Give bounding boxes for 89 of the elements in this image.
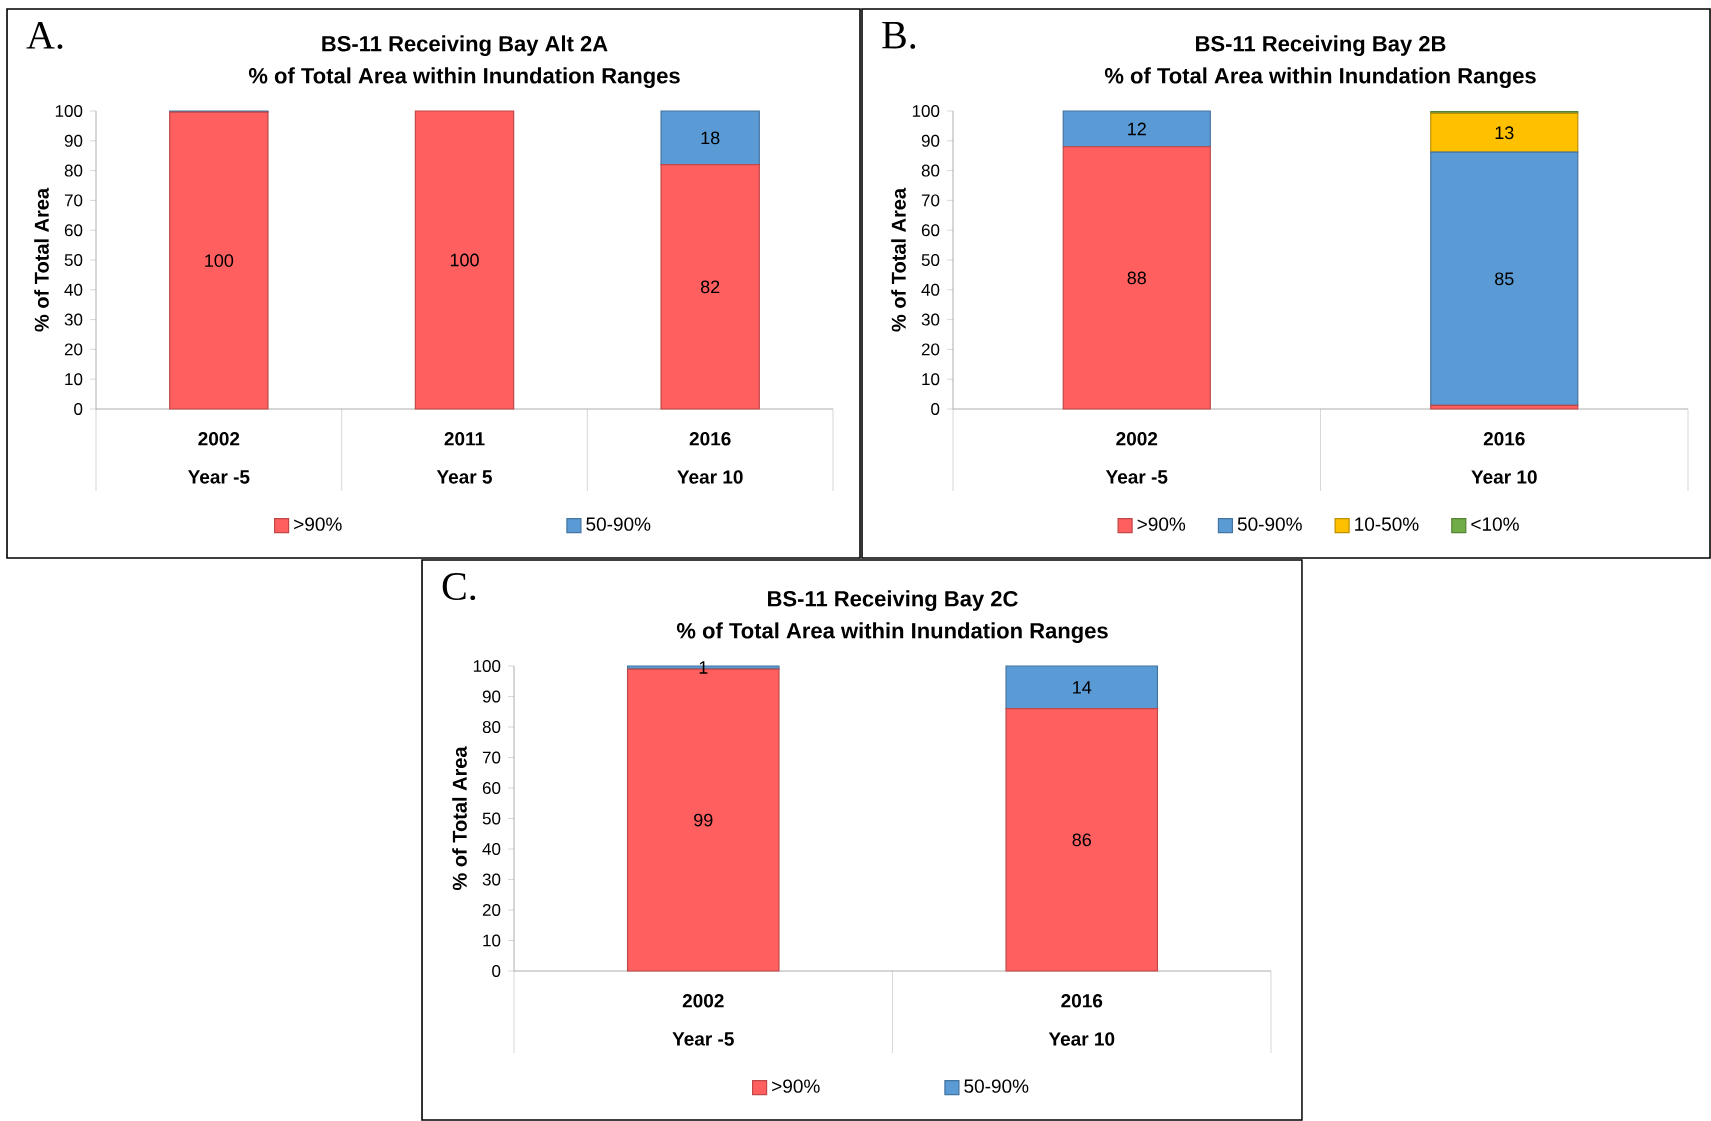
text: C.: [442, 573, 476, 601]
y-tick-label: 70: [64, 194, 83, 207]
data-label: 14: [1073, 681, 1092, 694]
bar: [414, 110, 515, 410]
legend-label: 50-90%: [1237, 517, 1302, 531]
y-tick-label: 60: [921, 224, 940, 237]
legend-label: 50-90%: [586, 517, 651, 531]
bar: [1062, 146, 1211, 410]
y-tick-label: 10: [65, 373, 83, 386]
data-label: 100: [205, 254, 234, 267]
y-tick-label: 80: [482, 721, 501, 734]
bar: [1062, 110, 1211, 148]
text: Year 10: [677, 470, 743, 484]
y-tick-label: 50: [921, 253, 940, 267]
y-tick-label: 90: [921, 134, 940, 147]
data-label: 18: [701, 131, 720, 145]
text: Year 10: [1048, 1032, 1115, 1046]
y-tick-label: 70: [482, 751, 501, 764]
y-tick-label: 40: [64, 283, 83, 296]
y-tick-label: 10: [922, 373, 940, 386]
bar: [1430, 404, 1579, 410]
data-label: 82: [700, 280, 720, 294]
bar: [1005, 665, 1159, 710]
text: B.: [882, 22, 916, 49]
x-tick-label: 2016: [689, 432, 731, 446]
text: Year -5: [188, 470, 250, 484]
x-tick-label: 2016: [1483, 432, 1525, 446]
y-tick-label: 0: [931, 402, 940, 416]
legend-label: >90%: [772, 1079, 820, 1093]
y-tick-label: 80: [64, 164, 83, 177]
bar: [1430, 151, 1579, 407]
x-tick-label: 2002: [1116, 432, 1158, 446]
bar: [1430, 112, 1579, 153]
y-tick-label: 10: [483, 934, 501, 947]
y-tick-label: 30: [64, 313, 83, 326]
y-axis-title: % of Total Area: [34, 187, 49, 332]
chart-subtitle: % of Total Area within Inundation Ranges: [248, 67, 680, 88]
legend-label: >90%: [294, 517, 342, 531]
text: Year -5: [1105, 470, 1168, 484]
y-tick-label: 90: [64, 134, 83, 147]
chart-subtitle: % of Total Area within Inundation Ranges: [1104, 67, 1536, 88]
text: Year -5: [672, 1032, 734, 1046]
data-label: 85: [1495, 272, 1514, 286]
y-tick-label: 20: [64, 343, 83, 356]
bar: [1005, 708, 1159, 972]
y-tick-label: 30: [482, 873, 501, 886]
bar: [660, 110, 760, 166]
chart-title: BS-11 Receiving Bay 2B: [1196, 35, 1446, 56]
y-tick-label: 20: [921, 343, 940, 356]
legend-label: 50-90%: [964, 1079, 1029, 1093]
y-tick-label: 0: [74, 402, 83, 416]
y-tick-label: 40: [921, 283, 940, 296]
y-tick-label: 90: [482, 690, 501, 703]
y-axis-title: % of Total Area: [452, 746, 467, 891]
data-label: 86: [1072, 833, 1091, 847]
y-tick-label: 80: [921, 164, 940, 177]
legend-label: 10-50%: [1355, 517, 1419, 531]
y-tick-label: 30: [921, 313, 940, 326]
y-tick-label: 100: [912, 105, 940, 118]
y-tick-label: 100: [473, 660, 501, 673]
text: A.: [26, 22, 63, 50]
y-tick-label: 50: [482, 812, 501, 825]
y-tick-label: 0: [492, 965, 501, 978]
data-label: 88: [1127, 271, 1146, 285]
text: Year 10: [1471, 470, 1537, 484]
chart-title: BS-11 Receiving Bay Alt 2A: [322, 35, 608, 56]
y-tick-label: 50: [64, 253, 83, 267]
bar: [660, 164, 760, 410]
y-tick-label: 60: [64, 224, 83, 237]
y-tick-label: 100: [55, 105, 83, 118]
y-tick-label: 70: [921, 194, 940, 207]
y-tick-label: 60: [482, 782, 501, 795]
y-tick-label: 20: [482, 904, 501, 917]
x-tick-label: 2002: [198, 432, 240, 446]
x-tick-label: 2002: [682, 994, 724, 1008]
chart-title: BS-11 Receiving Bay 2C: [768, 590, 1018, 611]
data-label: 13: [1495, 126, 1514, 140]
text: Year 5: [436, 470, 492, 484]
bar: [169, 111, 269, 410]
data-label: 99: [694, 813, 713, 827]
chart-subtitle: % of Total Area within Inundation Ranges: [676, 622, 1108, 643]
legend-label: <10%: [1471, 517, 1519, 531]
legend-label: >90%: [1137, 517, 1186, 531]
y-axis-title: % of Total Area: [891, 187, 906, 332]
data-label: 12: [1128, 122, 1146, 136]
x-tick-label: 2011: [444, 432, 485, 446]
x-tick-label: 2016: [1061, 994, 1103, 1008]
y-tick-label: 40: [482, 843, 501, 856]
data-label: 100: [450, 253, 479, 267]
